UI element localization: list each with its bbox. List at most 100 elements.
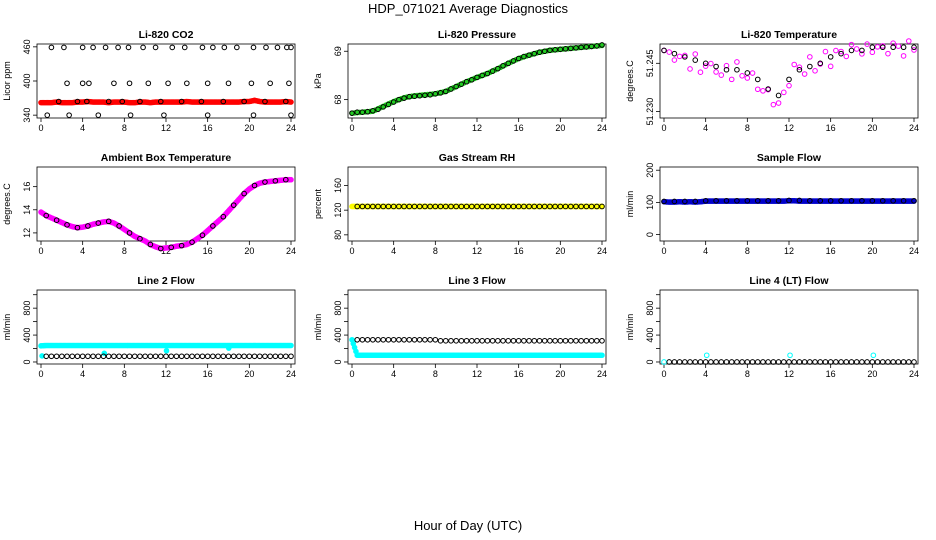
data-point bbox=[375, 336, 381, 343]
data-point bbox=[262, 353, 268, 360]
data-point bbox=[458, 81, 465, 87]
x-tick-label: 20 bbox=[867, 369, 877, 379]
data-point bbox=[354, 203, 361, 210]
data-point bbox=[702, 60, 709, 67]
data-point bbox=[277, 353, 284, 360]
y-tick-label: 120 bbox=[333, 203, 343, 218]
data-point bbox=[479, 203, 486, 210]
data-point bbox=[236, 353, 242, 360]
data-point bbox=[458, 337, 465, 344]
data-point bbox=[230, 202, 237, 208]
data-point bbox=[184, 80, 190, 87]
data-point bbox=[370, 203, 376, 210]
y-axis-label: Licor ppm bbox=[2, 61, 12, 101]
data-point bbox=[713, 63, 719, 70]
data-point bbox=[718, 359, 725, 365]
data-point bbox=[573, 337, 579, 344]
data-point bbox=[90, 44, 96, 51]
data-point bbox=[484, 203, 491, 210]
x-tick-label: 16 bbox=[514, 369, 524, 379]
data-point bbox=[288, 99, 294, 105]
data-point bbox=[401, 95, 407, 101]
x-tick-label: 0 bbox=[661, 123, 666, 133]
data-point bbox=[184, 353, 190, 360]
x-tick-label: 16 bbox=[203, 246, 213, 256]
plot-frame bbox=[659, 43, 919, 119]
data-point bbox=[671, 50, 678, 57]
series-averages bbox=[661, 197, 917, 205]
y-tick-label: 68 bbox=[333, 95, 343, 105]
data-point bbox=[765, 86, 771, 92]
data-point bbox=[859, 47, 865, 54]
data-point bbox=[442, 337, 449, 344]
data-point bbox=[890, 197, 896, 204]
data-point bbox=[225, 345, 232, 351]
data-point bbox=[282, 98, 289, 105]
data-point bbox=[432, 203, 439, 210]
data-point bbox=[43, 212, 50, 219]
data-point bbox=[53, 353, 60, 360]
data-point bbox=[79, 44, 86, 51]
data-point bbox=[869, 44, 876, 51]
data-point bbox=[246, 353, 253, 360]
panel-gas-stream-rh: Gas Stream RH percent 0 4 8 12 16 20 24 80 120 160 bbox=[313, 152, 607, 256]
data-point bbox=[583, 337, 590, 344]
data-point bbox=[267, 80, 273, 87]
series-averages bbox=[44, 44, 294, 118]
data-point bbox=[495, 65, 501, 72]
y-axis-label: ml/min bbox=[313, 314, 323, 341]
data-point bbox=[126, 353, 133, 360]
data-point bbox=[588, 337, 595, 344]
data-point bbox=[262, 179, 268, 185]
data-point bbox=[126, 230, 133, 236]
panel-li-820-temperature: Li-820 Temperature degrees.C 0 4 8 12 16 20 24 51… bbox=[625, 29, 919, 133]
data-point bbox=[396, 96, 402, 103]
data-point bbox=[390, 203, 397, 210]
x-tick-label: 0 bbox=[349, 369, 354, 379]
data-point bbox=[147, 241, 154, 248]
data-point bbox=[521, 337, 527, 344]
data-point bbox=[199, 44, 206, 51]
x-tick-label: 24 bbox=[909, 369, 919, 379]
data-point bbox=[557, 203, 564, 210]
data-point bbox=[562, 203, 569, 210]
data-point bbox=[230, 353, 237, 360]
data-point bbox=[272, 178, 279, 184]
data-point bbox=[380, 203, 387, 210]
data-point bbox=[359, 109, 366, 115]
data-point bbox=[64, 353, 70, 360]
data-point bbox=[385, 336, 392, 343]
panel-li-820-pressure: Li-820 Pressure kPa 0 4 8 12 16 20 24 68 69 bbox=[313, 29, 607, 133]
data-point bbox=[406, 336, 413, 343]
data-point bbox=[697, 69, 704, 75]
data-point bbox=[536, 49, 543, 56]
data-point bbox=[370, 107, 376, 114]
data-point bbox=[848, 197, 855, 204]
y-tick-label: 69 bbox=[333, 46, 343, 56]
y-tick-label: 800 bbox=[22, 301, 32, 316]
data-point bbox=[723, 197, 730, 204]
data-point bbox=[406, 93, 413, 100]
data-point bbox=[515, 337, 522, 344]
data-point bbox=[801, 359, 808, 365]
data-point bbox=[838, 359, 844, 365]
data-point bbox=[911, 359, 917, 365]
data-point bbox=[448, 337, 454, 344]
y-tick-label: 16 bbox=[22, 182, 32, 192]
data-point bbox=[178, 242, 185, 249]
data-point bbox=[137, 98, 143, 105]
x-tick-label: 4 bbox=[703, 246, 708, 256]
data-point bbox=[775, 92, 782, 99]
data-point bbox=[61, 44, 67, 51]
series-instantaneous bbox=[661, 197, 917, 205]
data-point bbox=[85, 353, 91, 360]
data-point bbox=[573, 203, 579, 210]
data-point bbox=[468, 76, 475, 83]
data-point bbox=[463, 203, 470, 210]
x-tick-label: 8 bbox=[745, 123, 750, 133]
data-point bbox=[848, 41, 855, 48]
data-point bbox=[521, 53, 527, 60]
panel-title: Gas Stream RH bbox=[439, 152, 515, 164]
data-point bbox=[385, 203, 392, 210]
data-point bbox=[152, 44, 159, 51]
